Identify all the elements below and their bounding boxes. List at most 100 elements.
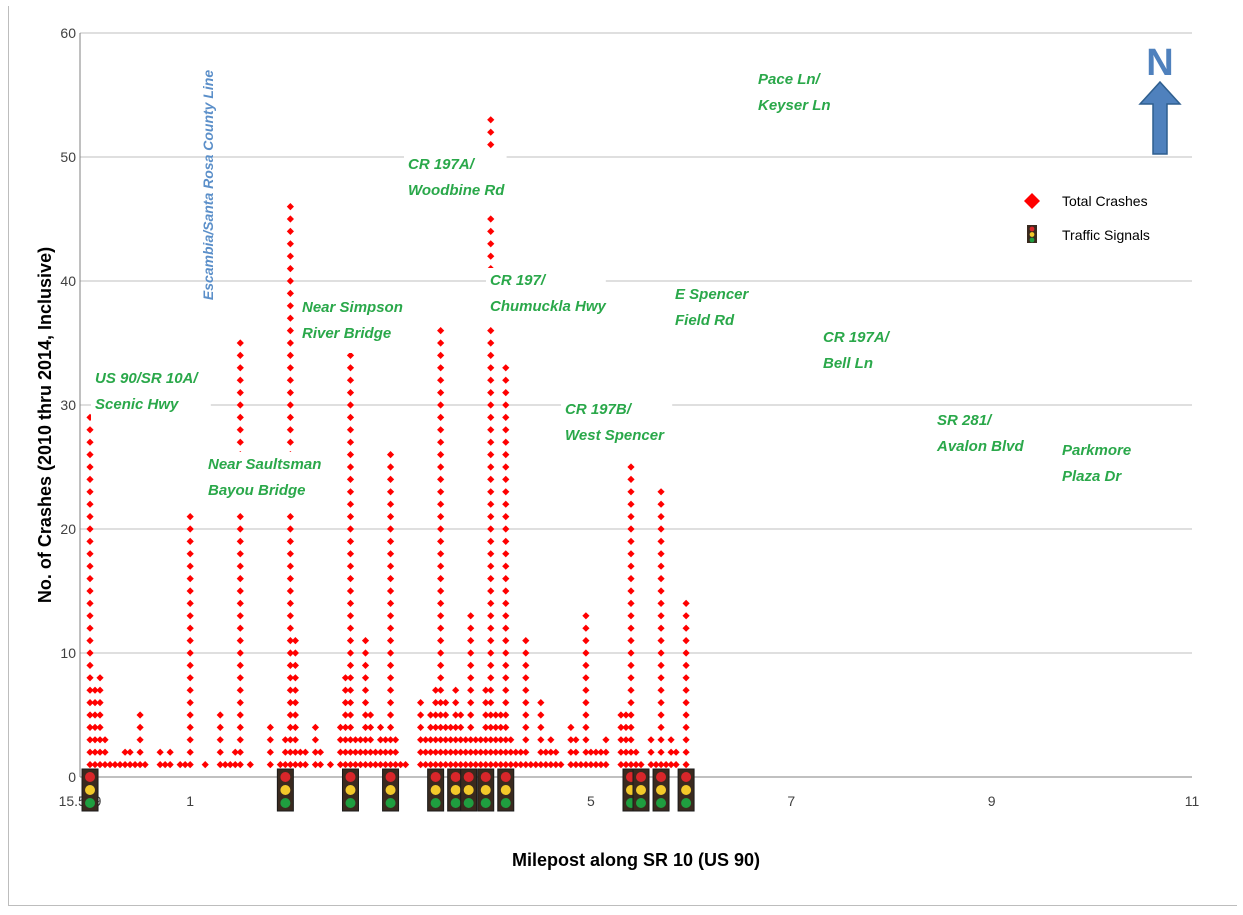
crash-marker <box>487 413 495 421</box>
crash-marker <box>136 748 144 756</box>
crash-marker <box>502 562 510 570</box>
crash-marker <box>482 699 490 707</box>
crash-point <box>366 711 375 769</box>
crash-marker <box>432 699 440 707</box>
crash-marker <box>627 599 635 607</box>
crash-point <box>452 686 460 769</box>
crash-marker <box>86 736 94 744</box>
crash-marker <box>667 748 675 756</box>
crash-marker <box>647 736 655 744</box>
crash-marker <box>346 500 355 508</box>
crash-marker <box>366 761 375 769</box>
crash-marker <box>482 748 490 756</box>
crash-marker <box>291 699 299 707</box>
crash-marker <box>371 761 380 769</box>
crash-point <box>181 761 189 769</box>
crash-marker <box>86 649 94 657</box>
crash-marker <box>286 314 294 322</box>
crash-marker <box>341 748 350 756</box>
crash-point <box>602 736 610 769</box>
crash-marker <box>91 686 99 694</box>
crash-marker <box>286 525 294 533</box>
crash-marker <box>627 562 635 570</box>
crash-marker <box>522 711 530 719</box>
crash-marker <box>186 624 194 632</box>
crash-point <box>592 748 600 769</box>
crash-marker <box>311 761 320 769</box>
crash-marker <box>281 736 289 744</box>
crash-marker <box>622 711 630 719</box>
crash-point <box>351 736 360 769</box>
crash-marker <box>582 761 590 769</box>
crash-marker <box>537 711 545 719</box>
crash-marker <box>482 723 490 731</box>
crash-marker <box>657 661 665 669</box>
crash-marker <box>86 451 94 459</box>
crash-marker <box>682 624 690 632</box>
x-axis-title: Milepost along SR 10 (US 90) <box>512 850 760 870</box>
crash-marker <box>86 723 94 731</box>
crash-marker <box>371 748 380 756</box>
crash-marker <box>627 475 635 483</box>
crash-marker <box>492 711 500 719</box>
signal-green-light <box>463 798 474 808</box>
crash-point <box>91 686 99 769</box>
crash-point <box>492 711 500 769</box>
crash-marker <box>522 637 530 645</box>
crash-marker <box>437 389 445 397</box>
crash-marker <box>201 761 209 769</box>
crash-marker <box>346 364 355 372</box>
crash-marker <box>286 686 294 694</box>
crash-marker <box>236 686 244 694</box>
crash-marker <box>427 711 435 719</box>
crash-marker <box>657 748 665 756</box>
signal-yellow-light <box>85 785 96 795</box>
crash-marker <box>627 463 635 471</box>
crash-point <box>672 748 680 769</box>
crash-marker <box>156 748 164 756</box>
crash-marker <box>467 637 475 645</box>
crash-marker <box>101 736 109 744</box>
crash-marker <box>502 723 510 731</box>
crash-marker <box>502 475 510 483</box>
y-tick-label: 60 <box>60 25 76 41</box>
crash-marker <box>522 649 530 657</box>
crash-marker <box>572 761 580 769</box>
crash-marker <box>442 761 450 769</box>
crash-marker <box>437 711 445 719</box>
crash-marker <box>121 748 129 756</box>
y-axis-title: No. of Crashes (2010 thru 2014, Inclusiv… <box>35 247 55 603</box>
crash-marker <box>311 723 320 731</box>
crash-marker <box>386 550 395 558</box>
crash-marker <box>156 761 164 769</box>
crash-marker <box>437 624 445 632</box>
crash-marker <box>96 736 104 744</box>
crash-marker <box>572 736 580 744</box>
crash-marker <box>186 612 194 620</box>
crash-marker <box>361 723 370 731</box>
crash-point <box>176 761 184 769</box>
crash-marker <box>86 413 94 421</box>
crash-marker <box>682 649 690 657</box>
crash-marker <box>442 723 450 731</box>
signal-yellow-light <box>656 785 667 795</box>
annotation-label: E Spencer <box>675 286 750 303</box>
crash-marker <box>286 227 294 235</box>
annotation-label: River Bridge <box>302 325 391 342</box>
crash-marker <box>286 401 294 409</box>
crash-marker <box>582 686 590 694</box>
crash-marker <box>657 699 665 707</box>
crash-marker <box>487 562 495 570</box>
crash-marker <box>417 736 425 744</box>
crash-marker <box>236 674 244 682</box>
crash-marker <box>266 723 274 731</box>
signal-yellow-light <box>430 785 441 795</box>
crash-point <box>376 723 385 769</box>
crash-marker <box>457 736 465 744</box>
crash-marker <box>286 674 294 682</box>
crash-point <box>111 761 119 769</box>
crash-marker <box>622 736 630 744</box>
crash-marker <box>627 761 635 769</box>
crash-marker <box>437 699 445 707</box>
crash-marker <box>86 612 94 620</box>
